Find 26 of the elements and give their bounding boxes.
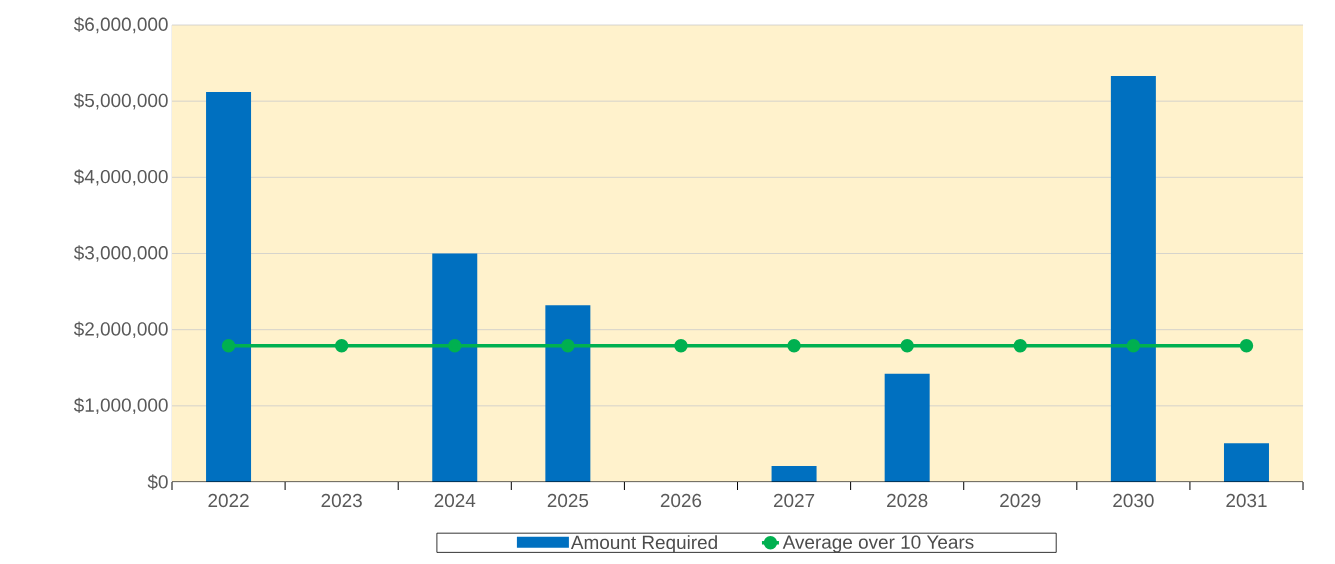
bar [545,305,591,482]
x-tick-label: 2030 [1113,493,1154,508]
x-tick-label: 2028 [887,493,928,508]
bar [884,373,930,482]
x-tick-label: 2026 [660,493,702,508]
bar [771,466,817,482]
x-tick-label: 2027 [773,493,815,508]
y-tick-label: $1,000,000 [73,397,168,415]
legend-label: Amount Required [570,535,717,553]
y-tick-label: $3,000,000 [73,245,168,262]
x-tick-label: 2022 [208,493,249,508]
x-tick-label: 2029 [1000,493,1041,508]
x-tick-label: 2025 [547,493,589,508]
y-tick-label: $6,000,000 [73,16,168,34]
y-tick-label: $2,000,000 [73,321,168,338]
x-tick-label: 2031 [1226,493,1267,508]
bar [1110,76,1156,482]
y-tick-label: $4,000,000 [73,169,168,186]
y-tick-label: $5,000,000 [73,92,168,110]
x-tick-label: 2023 [321,493,362,508]
legend-label: Average over 10 Years [782,535,974,553]
x-tick-label: 2024 [434,493,476,508]
bar [1223,443,1269,482]
bar [432,253,478,482]
bar [206,92,252,482]
y-tick-label: $0 [147,474,168,490]
